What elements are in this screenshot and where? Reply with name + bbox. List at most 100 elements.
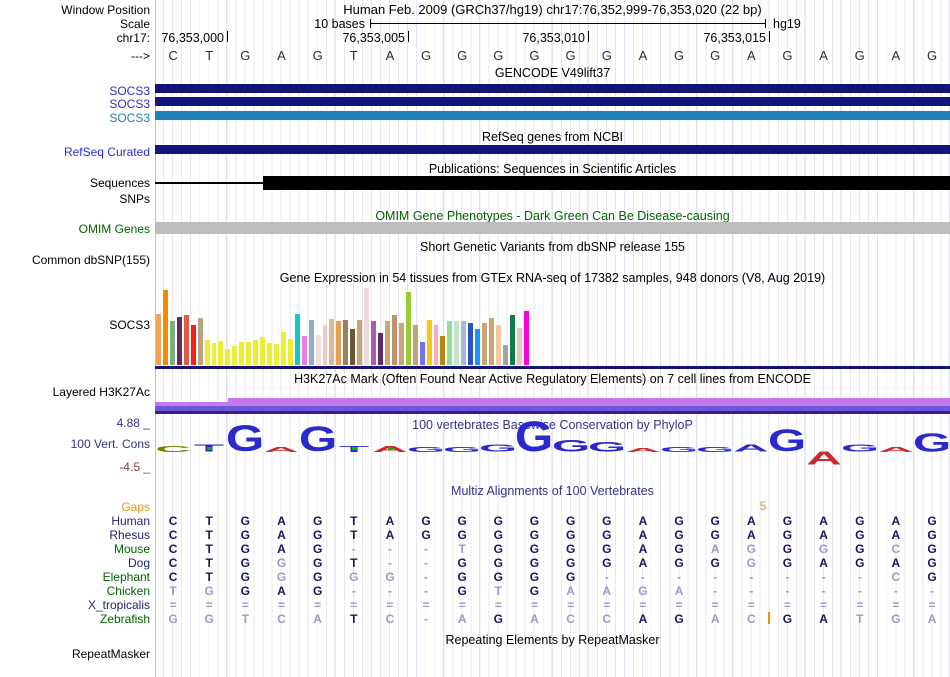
track-label-scale[interactable]: Scale: [119, 17, 150, 31]
track-label-snps[interactable]: SNPs: [119, 192, 150, 206]
track-label-chrom[interactable]: chr17:: [116, 31, 150, 45]
gtex-tissue-bar[interactable]: [315, 335, 321, 362]
gtex-tissue-bar[interactable]: [364, 288, 370, 362]
gtex-tissue-bar[interactable]: [211, 343, 217, 362]
gtex-tissue-bar[interactable]: [502, 345, 508, 362]
gtex-tissue-bar[interactable]: [169, 321, 175, 362]
track-title-omim[interactable]: OMIM Gene Phenotypes - Dark Green Can Be…: [375, 209, 730, 223]
track-label-socs3-gtex[interactable]: SOCS3: [109, 318, 150, 332]
alignment-label-rhesus[interactable]: Rhesus: [109, 528, 150, 542]
gtex-tissue-bar[interactable]: [267, 343, 272, 362]
gtex-tissue-bar[interactable]: [336, 321, 342, 362]
track-title-repeatmasker[interactable]: Repeating Elements by RepeatMasker: [445, 633, 660, 647]
gtex-tissue-bar[interactable]: [384, 321, 390, 362]
h3k27ac-dark-layer[interactable]: [155, 411, 950, 414]
gtex-tissue-bar[interactable]: [405, 292, 411, 362]
gtex-tissue-bar[interactable]: [176, 317, 182, 362]
gtex-tissue-bar[interactable]: [343, 320, 349, 362]
gtex-tissue-bar[interactable]: [357, 320, 363, 362]
h3k27ac-violet-main-segment[interactable]: [228, 398, 950, 406]
gencode-socs3-transcript-1[interactable]: [155, 84, 950, 93]
gtex-tissue-bar[interactable]: [419, 342, 425, 362]
gtex-tissue-bar[interactable]: [294, 314, 300, 362]
track-label-socs3-1[interactable]: SOCS3: [109, 84, 150, 98]
track-label-vert-cons[interactable]: 100 Vert. Cons: [70, 437, 150, 451]
track-label-sequences[interactable]: Sequences: [89, 176, 150, 190]
track-title-multiz[interactable]: Multiz Alignments of 100 Vertebrates: [451, 484, 654, 498]
gtex-tissue-bar[interactable]: [440, 336, 446, 362]
gtex-tissue-bar[interactable]: [225, 349, 231, 362]
track-label-layered-h3k27ac[interactable]: Layered H3K27Ac: [52, 385, 150, 399]
gtex-tissue-bar[interactable]: [301, 336, 307, 362]
alignment-label-x_tropicalis[interactable]: X_tropicalis: [87, 598, 150, 612]
gtex-tissue-bar[interactable]: [516, 328, 522, 362]
track-label-omim-genes[interactable]: OMIM Genes: [78, 222, 150, 236]
track-label-phylop-max[interactable]: 4.88 _: [116, 416, 150, 430]
track-title-gencode[interactable]: GENCODE V49lift37: [494, 66, 611, 80]
alignment-label-zebrafish[interactable]: Zebrafish: [99, 612, 150, 626]
publications-sequence-block[interactable]: [263, 176, 950, 190]
alignment-label-human[interactable]: Human: [111, 514, 150, 528]
gtex-tissue-bar[interactable]: [162, 290, 168, 362]
h3k27ac-indigo-layer[interactable]: [155, 406, 950, 411]
gtex-tissue-bar[interactable]: [190, 325, 196, 362]
track-label-refseq-curated[interactable]: RefSeq Curated: [63, 145, 150, 159]
gtex-tissue-bar[interactable]: [204, 340, 210, 362]
track-label-repeatmasker-label[interactable]: RepeatMasker: [71, 647, 150, 661]
gtex-tissue-bar[interactable]: [287, 339, 293, 362]
refseq-curated-transcript[interactable]: [155, 145, 950, 154]
gtex-tissue-bar[interactable]: [509, 315, 515, 362]
track-label-phylop-min[interactable]: -4.5 _: [119, 460, 150, 474]
track-label-common-dbsnp[interactable]: Common dbSNP(155): [31, 253, 150, 267]
gencode-socs3-transcript-3[interactable]: [155, 111, 950, 120]
gtex-tissue-bar[interactable]: [371, 321, 376, 362]
gtex-tissue-bar[interactable]: [468, 323, 474, 362]
gtex-tissue-bar[interactable]: [232, 346, 238, 362]
alignment-label-chicken[interactable]: Chicken: [106, 584, 150, 598]
track-label-socs3-2[interactable]: SOCS3: [109, 97, 150, 111]
gtex-tissue-bar[interactable]: [447, 321, 453, 362]
gtex-tissue-bar[interactable]: [433, 325, 439, 362]
gtex-tissue-bar[interactable]: [482, 323, 487, 362]
track-title-refseq[interactable]: RefSeq genes from NCBI: [481, 130, 624, 144]
gtex-tissue-bar[interactable]: [426, 320, 432, 362]
gtex-tissue-bar[interactable]: [273, 344, 279, 362]
gencode-socs3-transcript-2[interactable]: [155, 97, 950, 106]
track-title-h3k27ac[interactable]: H3K27Ac Mark (Often Found Near Active Re…: [294, 372, 811, 386]
gtex-tissue-bar[interactable]: [461, 321, 467, 362]
track-title-publications[interactable]: Publications: Sequences in Scientific Ar…: [428, 162, 677, 176]
track-title-dbsnp[interactable]: Short Genetic Variants from dbSNP releas…: [420, 240, 685, 254]
gtex-tissue-bar[interactable]: [475, 329, 481, 362]
track-label-socs3-3[interactable]: SOCS3: [109, 111, 150, 125]
gtex-tissue-bar[interactable]: [495, 325, 501, 362]
gtex-tissue-bar[interactable]: [253, 340, 259, 362]
publications-intron-line[interactable]: [155, 182, 263, 184]
gtex-tissue-bar[interactable]: [412, 325, 418, 362]
track-label-window-position[interactable]: Window Position: [61, 3, 150, 17]
omim-gene-bar[interactable]: [155, 222, 950, 234]
track-title-gtex[interactable]: Gene Expression in 54 tissues from GTEx …: [279, 271, 826, 285]
gtex-tissue-bar[interactable]: [489, 318, 494, 362]
alignment-label-gaps[interactable]: Gaps: [121, 500, 150, 514]
gtex-gene-model-line[interactable]: [155, 366, 950, 369]
gtex-tissue-bar[interactable]: [197, 318, 203, 362]
gtex-tissue-bar[interactable]: [156, 314, 161, 362]
gtex-tissue-bar[interactable]: [523, 311, 529, 362]
alignment-label-elephant[interactable]: Elephant: [102, 570, 150, 584]
gtex-tissue-bar[interactable]: [218, 341, 224, 362]
gtex-tissue-bar[interactable]: [183, 315, 189, 362]
gtex-tissue-bar[interactable]: [322, 325, 328, 362]
gtex-tissue-bar[interactable]: [280, 332, 286, 362]
track-label-strand[interactable]: --->: [131, 49, 150, 63]
gtex-expression-bars[interactable]: [155, 284, 530, 362]
track-title-phylop[interactable]: 100 vertebrates Basewise Conservation by…: [412, 418, 693, 432]
alignment-label-dog[interactable]: Dog: [127, 556, 150, 570]
gtex-tissue-bar[interactable]: [260, 337, 265, 362]
gtex-tissue-bar[interactable]: [391, 315, 397, 362]
gtex-tissue-bar[interactable]: [350, 329, 356, 362]
gtex-tissue-bar[interactable]: [378, 333, 383, 362]
gtex-tissue-bar[interactable]: [454, 321, 460, 362]
gtex-tissue-bar[interactable]: [246, 342, 252, 362]
gtex-tissue-bar[interactable]: [329, 319, 335, 362]
